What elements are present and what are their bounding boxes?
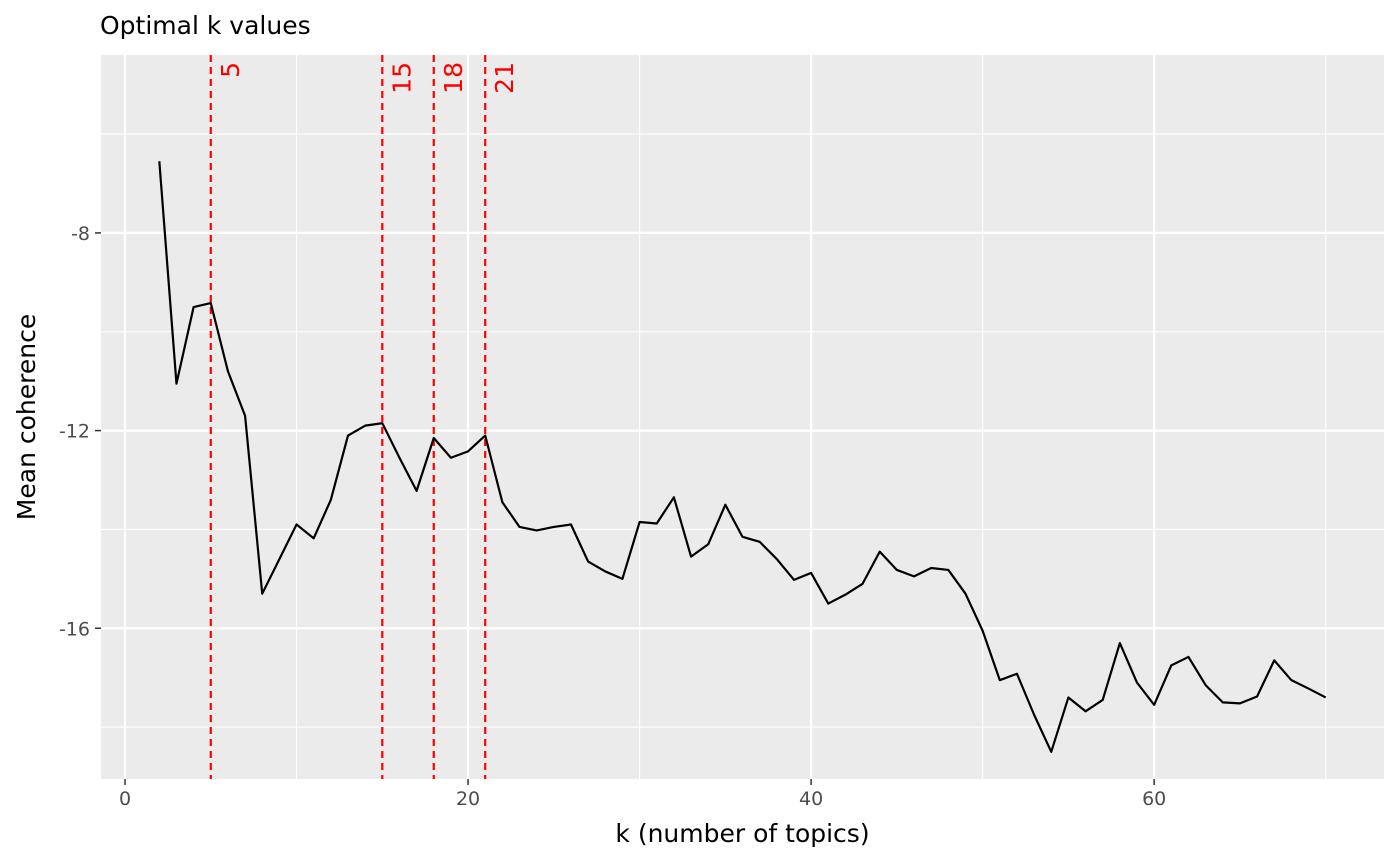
- plot-panel: [101, 55, 1384, 779]
- x-tick-label: 20: [456, 788, 480, 810]
- x-tick-label: 60: [1142, 788, 1166, 810]
- series-layer: [158, 161, 1327, 753]
- y-tick-label: -8: [71, 223, 90, 245]
- y-tick-label: -12: [59, 421, 90, 443]
- y-axis-ticks: -8 -12 -16: [59, 223, 101, 640]
- optimal-k-label: 5: [216, 62, 245, 78]
- chart-title: Optimal k values: [100, 11, 311, 40]
- x-tick-label: 0: [119, 788, 131, 810]
- y-tick-label: -16: [59, 618, 90, 640]
- optimal-k-label: 15: [387, 62, 416, 94]
- x-axis-ticks: 0 20 40 60: [119, 779, 1166, 810]
- optimal-k-label: 18: [439, 62, 468, 94]
- y-axis-title: Mean coherence: [12, 314, 41, 520]
- optimal-k-lines: 5 15 18 21: [209, 55, 519, 779]
- major-gridlines: [101, 55, 1384, 779]
- coherence-line: [158, 161, 1327, 753]
- optimal-k-label: 21: [490, 62, 519, 94]
- minor-gridlines: [101, 55, 1384, 779]
- x-axis-title: k (number of topics): [615, 819, 869, 848]
- x-tick-label: 40: [799, 788, 823, 810]
